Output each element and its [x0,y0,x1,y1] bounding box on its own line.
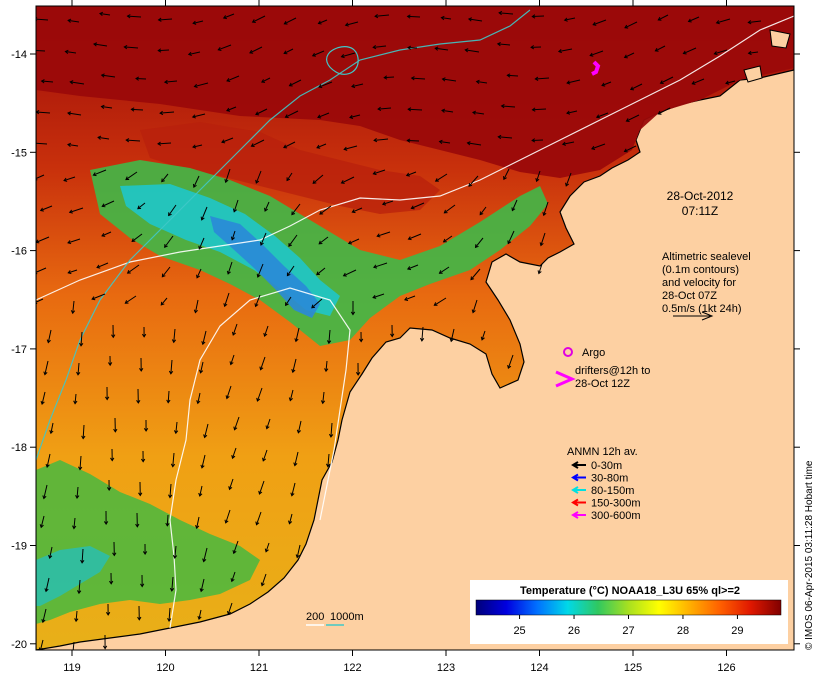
colorbar-gradient [475,599,782,616]
timestamp-date: 28-Oct-2012 [667,189,734,203]
contour-200m [36,15,794,301]
anmn-item-label: 150-300m [591,498,641,510]
y-axis: -14 -15 -16 -17 -18 -19 -20 [11,49,800,651]
svg-text:Altimetric sealevel: Altimetric sealevel [662,251,751,263]
cool-filament-blue [210,216,320,318]
x-tick-label: 126 [717,662,735,674]
credit-text: © IMOS 06-Apr-2015 03:11:28 Hobart time [804,460,815,650]
y-tick-label: -15 [11,147,27,159]
x-tick-label: 121 [250,662,268,674]
drifters-label-2: 28-Oct 12Z [575,378,630,390]
x-tick-label: 119 [63,662,81,674]
anmn-item-label: 30-80m [591,473,628,485]
colorbar-tick-label: 29 [731,625,743,637]
plot-frame [35,5,795,651]
colorbar-tick-label: 27 [622,625,634,637]
svg-text:(0.1m contours): (0.1m contours) [662,264,739,276]
anmn-item-label: 0-30m [591,460,622,472]
svg-text:1000m: 1000m [330,611,364,623]
anmn-legend: ANMN 12h av. 0-30m30-80m80-150m150-300m3… [567,446,641,522]
velocity-vectors [36,10,762,650]
x-tick-label: 120 [156,662,174,674]
y-tick-label: -14 [11,49,27,61]
warm-water-mid [140,122,440,214]
y-tick-label: -20 [11,639,27,651]
y-tick-label: -16 [11,246,27,258]
contour-1000m [36,9,531,461]
contour-1000m-loop [326,46,359,75]
x-axis: 119 120 121 122 123 124 125 126 [63,0,736,674]
timestamp-time: 07:11Z [682,204,718,218]
x-tick-label: 124 [530,662,548,674]
altimetry-note: Altimetric sealevel (0.1m contours) and … [662,251,751,321]
svg-text:ANMN 12h av.: ANMN 12h av. [567,446,638,458]
coastal-islands [743,29,791,83]
svg-text:200: 200 [306,611,324,623]
x-tick-label: 125 [624,662,642,674]
anmn-item-label: 80-150m [591,485,634,497]
argo-marker [563,347,573,357]
cool-water-southwest [36,460,260,624]
drifter-marker [555,370,576,388]
contour-200m-south [169,287,351,629]
colorbar-title: Temperature (°C) NOAA18_L3U 65% ql>=2 [520,585,740,597]
y-tick-label: -18 [11,442,27,454]
warm-water-north [36,6,794,178]
anmn-item-label: 300-600m [591,510,641,522]
y-tick-label: -19 [11,541,27,553]
colorbar-tick-label: 25 [513,625,525,637]
svg-text:28-Oct 07Z: 28-Oct 07Z [662,290,717,302]
y-tick-label: -17 [11,344,27,356]
depth-legend: 200 1000m [306,611,364,626]
colorbar-tick-label: 28 [677,625,689,637]
colorbar-tick-label: 26 [568,625,580,637]
x-tick-label: 122 [343,662,361,674]
colorbar: Temperature (°C) NOAA18_L3U 65% ql>=2 25… [470,580,788,644]
svg-text:0.5m/s (1kt 24h): 0.5m/s (1kt 24h) [662,303,741,315]
drifter-track [591,60,601,76]
cool-water-southwest-cyan [36,546,110,606]
drifters-label-1: drifters@12h to [575,365,650,377]
x-tick-label: 123 [437,662,455,674]
argo-label: Argo [582,347,605,359]
svg-text:and velocity for: and velocity for [662,277,736,289]
